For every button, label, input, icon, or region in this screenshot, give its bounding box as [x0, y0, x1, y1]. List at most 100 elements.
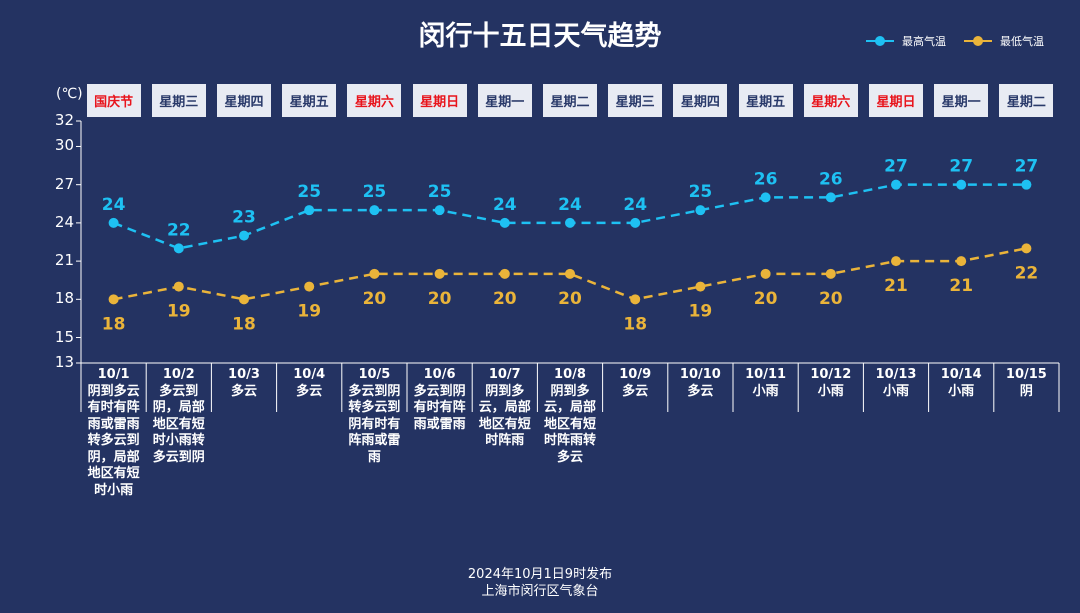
high-temp-point — [1021, 179, 1032, 190]
low-temp-label: 18 — [102, 314, 126, 334]
high-temp-point — [565, 217, 575, 228]
high-temp-label: 24 — [493, 195, 517, 215]
date-label: 10/3 — [228, 367, 260, 382]
low-temp-point — [173, 281, 184, 292]
legend-low-marker-icon — [964, 36, 992, 46]
low-temp-point — [956, 256, 967, 267]
high-temp-point — [695, 205, 706, 216]
legend-high-label: 最高气温 — [902, 35, 946, 48]
weekday-label: 星期二 — [543, 84, 597, 117]
high-temp-label: 23 — [232, 208, 256, 228]
day-column: 10/4 多云 — [278, 367, 340, 400]
day-column: 10/13 小雨 — [865, 367, 927, 400]
weekday-label: 星期六 — [803, 84, 858, 117]
date-label: 10/2 — [162, 367, 195, 382]
y-tick-label: 15 — [54, 327, 74, 346]
day-column: 10/15 阴 — [995, 367, 1057, 400]
high-temp-label: 24 — [623, 195, 647, 215]
weekday-label: 星期日 — [869, 84, 923, 117]
weather-description: 小雨 — [752, 383, 779, 399]
high-temp-label: 25 — [428, 182, 452, 202]
high-temp-label: 24 — [102, 195, 126, 215]
day-column: 10/12 小雨 — [800, 367, 862, 400]
high-temp-label: 27 — [1015, 157, 1039, 177]
weather-description: 多云到阴有时有阵雨或雷雨 — [413, 383, 466, 432]
weekday-label: 星期一 — [934, 84, 989, 117]
date-label: 10/4 — [293, 367, 326, 382]
low-temp-label: 19 — [689, 302, 713, 322]
day-column: 10/14 小雨 — [930, 367, 992, 400]
date-label: 10/9 — [619, 367, 652, 382]
high-temp-point — [108, 217, 119, 228]
low-temp-label: 20 — [558, 289, 582, 309]
date-label: 10/14 — [940, 367, 982, 382]
low-temp-label: 20 — [493, 289, 517, 309]
high-temp-point — [369, 205, 380, 216]
weather-description: 小雨 — [948, 383, 975, 399]
high-temp-label: 24 — [558, 195, 582, 215]
low-temp-label: 18 — [232, 314, 256, 334]
low-temp-point — [630, 294, 641, 305]
weather-description: 阴到多云有时有阵雨或雷雨转多云到阴，局部地区有短时小雨 — [87, 383, 140, 498]
low-temp-label: 19 — [167, 302, 191, 322]
date-label: 10/8 — [554, 367, 586, 382]
low-temp-label: 20 — [428, 289, 452, 309]
day-column: 10/11 小雨 — [735, 367, 797, 400]
weather-description: 多云 — [296, 383, 323, 399]
legend-low[interactable]: 最低气温 — [964, 33, 1044, 49]
low-temp-label: 20 — [363, 289, 387, 309]
legend-high-marker-icon — [866, 36, 894, 46]
weekday-label: 星期日 — [412, 84, 467, 117]
high-temp-label: 27 — [884, 157, 908, 177]
low-temp-point — [239, 294, 249, 305]
low-temp-point — [108, 294, 119, 305]
footer: 2024年10月1日9时发布 上海市闵行区气象台 — [0, 566, 1080, 600]
weather-description: 阴 — [1019, 383, 1033, 399]
day-column: 10/9 多云 — [604, 367, 666, 400]
weather-description: 阴到多云，局部地区有短时阵雨 — [478, 383, 531, 449]
weather-description: 多云 — [687, 383, 714, 399]
day-column: 10/8 阴到多云，局部地区有短时阵雨转多云 — [539, 367, 601, 466]
weekday-label: 星期六 — [347, 84, 402, 117]
high-temp-label: 22 — [167, 220, 191, 240]
legend-high[interactable]: 最高气温 — [866, 33, 946, 49]
day-column: 10/2 多云到阴，局部地区有短时小雨转多云到阴 — [148, 367, 210, 466]
chart-title: 闵行十五日天气趋势 — [418, 21, 662, 52]
low-temp-point — [825, 268, 836, 279]
publish-time: 2024年10月1日9时发布 — [467, 567, 613, 582]
date-label: 10/1 — [97, 367, 130, 382]
low-temp-line — [113, 247, 1027, 301]
high-temp-label: 25 — [297, 182, 321, 202]
weekday-label: 国庆节 — [86, 84, 141, 117]
y-tick-label: 13 — [54, 353, 74, 371]
low-temp-label: 21 — [884, 276, 908, 296]
high-temp-label: 25 — [689, 182, 713, 202]
y-tick-label: 21 — [54, 251, 74, 270]
low-temp-point — [369, 268, 380, 279]
high-temp-label: 25 — [363, 182, 387, 202]
date-label: 10/13 — [875, 367, 917, 382]
date-label: 10/11 — [745, 367, 787, 382]
weather-description: 小雨 — [882, 383, 909, 399]
y-tick-label: 30 — [54, 136, 74, 155]
high-temp-label: 26 — [754, 169, 778, 189]
day-column: 10/5 多云到阴转多云到阴有时有阵雨或雷雨 — [343, 367, 405, 466]
y-tick-label: 27 — [54, 174, 74, 193]
y-tick-label: 24 — [54, 212, 74, 231]
weekday-label: 星期三 — [608, 84, 663, 117]
high-temp-point — [499, 217, 510, 228]
low-temp-point — [499, 268, 510, 279]
low-temp-point — [434, 268, 445, 279]
high-temp-label: 26 — [819, 169, 843, 189]
date-label: 10/7 — [488, 367, 521, 382]
day-column: 10/1 阴到多云有时有阵雨或雷雨转多云到阴，局部地区有短时小雨 — [83, 367, 145, 499]
date-label: 10/6 — [423, 367, 456, 382]
weekday-label: 星期四 — [673, 84, 728, 117]
low-temp-point — [891, 256, 901, 267]
weekday-label: 星期五 — [738, 84, 793, 117]
y-tick-label: 32 — [54, 111, 74, 129]
weekday-label: 星期三 — [151, 84, 206, 117]
low-temp-label: 18 — [623, 314, 647, 334]
low-temp-label: 20 — [819, 289, 843, 309]
